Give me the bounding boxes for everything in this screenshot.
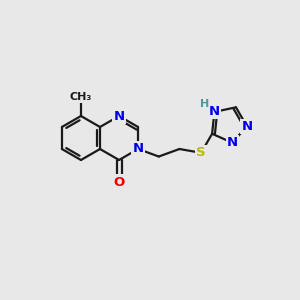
Text: S: S bbox=[196, 146, 206, 159]
Text: CH₃: CH₃ bbox=[70, 92, 92, 102]
Text: N: N bbox=[242, 120, 253, 133]
Text: O: O bbox=[113, 176, 125, 188]
Text: N: N bbox=[113, 110, 124, 122]
Text: N: N bbox=[209, 105, 220, 119]
Text: N: N bbox=[133, 142, 144, 155]
Text: N: N bbox=[227, 136, 238, 149]
Text: H: H bbox=[200, 99, 209, 109]
